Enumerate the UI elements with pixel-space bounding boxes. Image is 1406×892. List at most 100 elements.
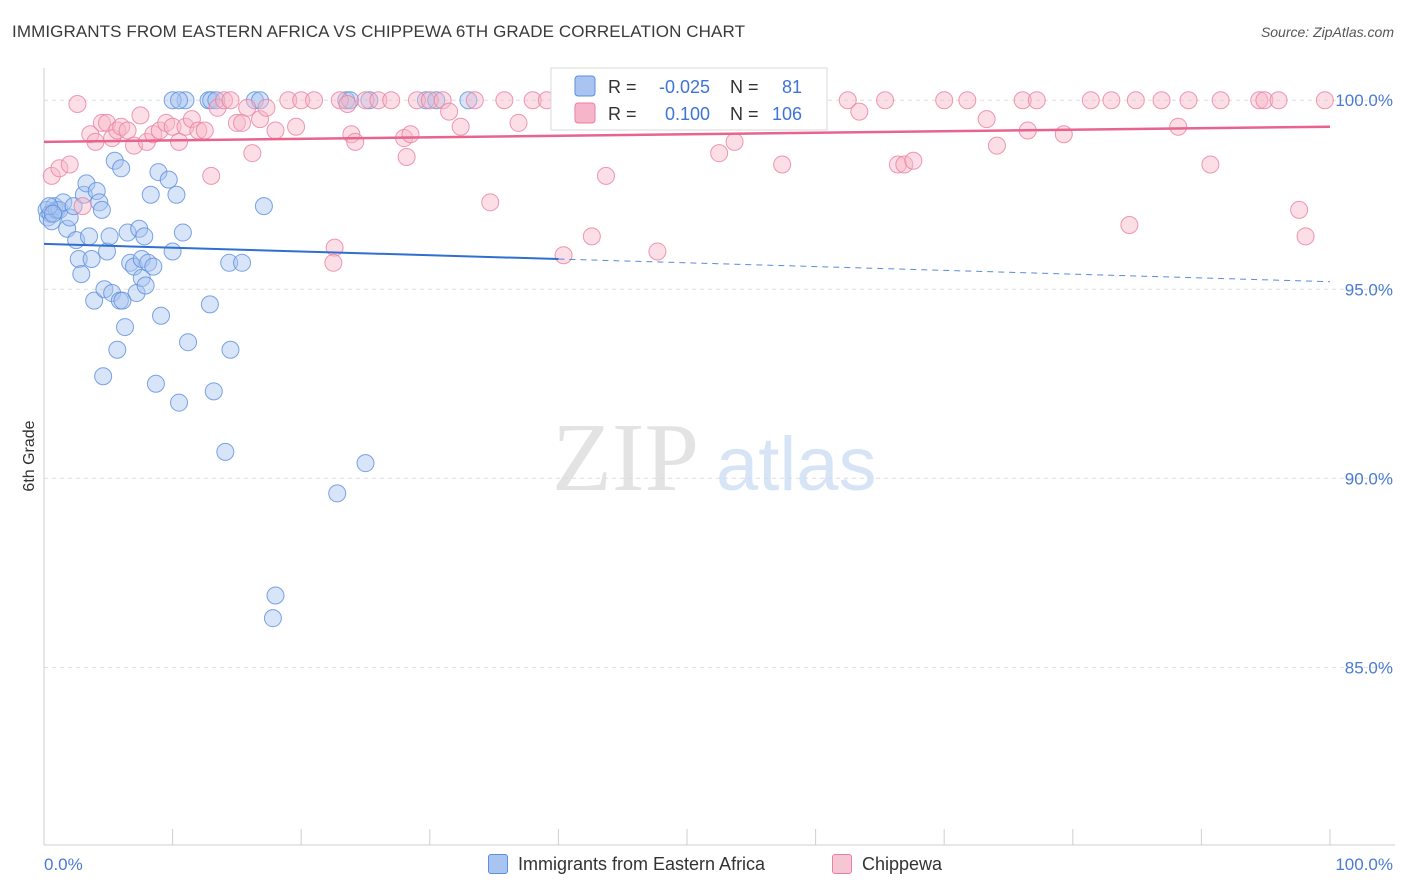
source-note: Source: ZipAtlas.com — [1260, 24, 1394, 40]
trend-line-chippewa — [43, 125, 1331, 144]
eastern-africa-point — [459, 91, 478, 110]
eastern-africa-point — [266, 586, 285, 605]
eastern-africa-point — [254, 197, 273, 216]
y-tick-label: 90.0% — [1345, 469, 1393, 488]
eastern-africa-point — [64, 197, 83, 216]
eastern-africa-point — [85, 291, 104, 310]
eastern-africa-point — [146, 374, 165, 393]
chippewa-point — [227, 113, 246, 132]
chippewa-point — [582, 227, 601, 246]
watermark-atlas: atlas — [716, 422, 877, 507]
eastern-africa-point — [44, 204, 63, 223]
chippewa-point — [838, 91, 857, 110]
eastern-africa-point — [87, 181, 106, 200]
legend-blue-r-value: -0.025 — [659, 77, 710, 97]
eastern-africa-point — [118, 223, 137, 242]
eastern-africa-point — [149, 163, 168, 182]
eastern-africa-point — [144, 257, 163, 276]
chippewa-point — [850, 102, 869, 121]
chippewa-point — [325, 238, 344, 257]
chippewa-point — [773, 155, 792, 174]
eastern-africa-point — [80, 227, 99, 246]
eastern-africa-point — [141, 185, 160, 204]
chippewa-point — [904, 151, 923, 170]
y-tick-labels: 85.0% 90.0% 95.0% 100.0% — [1335, 91, 1393, 677]
trend-line-eastern-africa — [43, 242, 559, 261]
eastern-africa-point — [98, 242, 117, 261]
eastern-africa-point — [113, 291, 132, 310]
eastern-africa-point — [170, 91, 189, 110]
chippewa-point — [1054, 125, 1073, 144]
chippewa-point — [958, 91, 977, 110]
chippewa-point — [292, 91, 311, 110]
legend-swatch-chippewa — [832, 854, 852, 874]
chippewa-point — [977, 110, 996, 129]
eastern-africa-point — [427, 91, 446, 110]
eastern-africa-point — [216, 442, 235, 461]
eastern-africa-point — [176, 91, 195, 110]
chippewa-point — [279, 91, 298, 110]
chippewa-point — [895, 155, 914, 174]
legend-pink-r-label: R = — [608, 104, 637, 124]
eastern-africa-point — [152, 306, 171, 325]
chippewa-point — [73, 197, 92, 216]
chippewa-point — [987, 136, 1006, 155]
chippewa-point — [407, 91, 426, 110]
y-axis-label: 6th Grade — [21, 420, 38, 491]
chippewa-point — [92, 113, 111, 132]
chippewa-point — [1211, 91, 1230, 110]
chippewa-point — [1013, 91, 1032, 110]
chippewa-point — [1296, 227, 1315, 246]
eastern-africa-point — [159, 170, 178, 189]
chippewa-point — [60, 155, 79, 174]
eastern-africa-point — [82, 250, 101, 269]
chippewa-point — [523, 91, 542, 110]
chippewa-point — [401, 125, 420, 144]
chippewa-point — [195, 121, 214, 140]
chippewa-point — [1201, 155, 1220, 174]
chippewa-point — [324, 253, 343, 272]
chippewa-point — [648, 242, 667, 261]
chippewa-point — [338, 95, 357, 114]
chippewa-point — [1269, 91, 1288, 110]
eastern-africa-point — [108, 340, 127, 359]
chippewa-point — [935, 91, 954, 110]
eastern-africa-point — [360, 91, 379, 110]
eastern-africa-point — [90, 193, 109, 212]
legend-blue-r-label: R = — [608, 77, 637, 97]
eastern-africa-point — [356, 454, 375, 473]
eastern-africa-point — [221, 340, 240, 359]
trend-line-eastern-africa-projection — [558, 258, 1331, 283]
eastern-africa-point — [263, 609, 282, 628]
chippewa-point — [266, 121, 285, 140]
eastern-africa-point — [204, 382, 223, 401]
chippewa-point — [1081, 91, 1100, 110]
eastern-africa-point — [112, 159, 131, 178]
chippewa-point — [888, 155, 907, 174]
chippewa-point — [725, 132, 744, 151]
chippewa-point — [1169, 117, 1188, 136]
legend-swatch-blue — [574, 75, 596, 97]
chippewa-point — [433, 91, 452, 110]
chippewa-point — [1290, 200, 1309, 219]
eastern-africa-point — [220, 253, 239, 272]
chippewa-point — [221, 91, 240, 110]
eastern-africa-point — [167, 185, 186, 204]
eastern-africa-point — [100, 227, 119, 246]
chippewa-point — [451, 117, 470, 136]
eastern-africa-point — [69, 250, 88, 269]
chippewa-point — [465, 91, 484, 110]
chippewa-point — [118, 121, 137, 140]
eastern-africa-point — [233, 253, 252, 272]
eastern-africa-point — [202, 91, 221, 110]
eastern-africa-point — [92, 200, 111, 219]
eastern-africa-point — [116, 318, 135, 337]
x-tick-label-min: 0.0% — [44, 855, 83, 874]
eastern-africa-points — [37, 91, 478, 628]
chippewa-point — [369, 91, 388, 110]
eastern-africa-point — [328, 484, 347, 503]
eastern-africa-point — [54, 193, 73, 212]
legend-blue-n-label: N = — [730, 77, 759, 97]
eastern-africa-point — [207, 91, 226, 110]
eastern-africa-point — [163, 91, 182, 110]
